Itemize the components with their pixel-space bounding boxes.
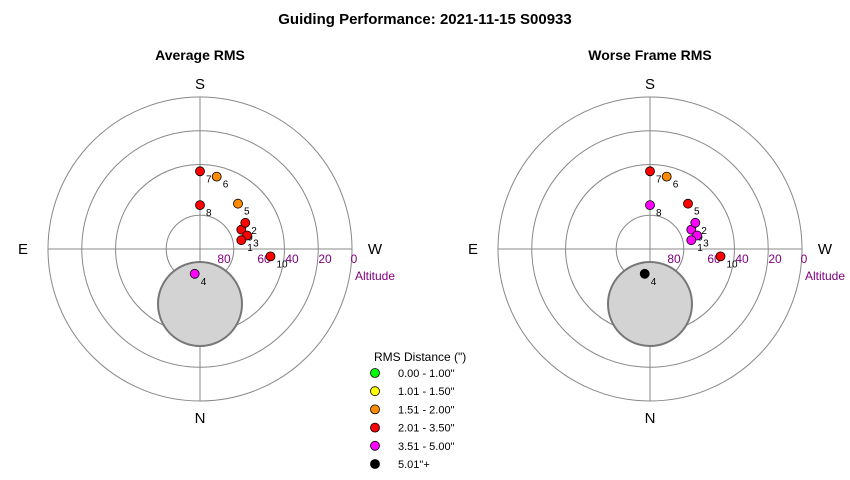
compass-label-right: W [818, 241, 833, 258]
compass-label-top: S [645, 76, 655, 93]
data-point [233, 198, 243, 209]
altitude-tick-label: 20 [768, 252, 782, 266]
altitude-tick-label: 0 [801, 252, 808, 266]
altitude-tick-label: 20 [318, 252, 332, 266]
data-point-label: 4 [201, 277, 207, 288]
legend-title: RMS Distance (") [374, 350, 466, 364]
data-point [240, 217, 251, 228]
legend-swatch [370, 386, 380, 397]
data-point [211, 171, 222, 182]
data-point [715, 251, 726, 262]
legend-item-label: 3.51 - 5.00" [398, 441, 455, 453]
data-point [236, 235, 247, 246]
obstruction-disk [157, 261, 243, 347]
altitude-tick-label: 80 [667, 252, 681, 266]
data-point-label: 6 [673, 180, 679, 191]
data-point [265, 251, 276, 262]
data-point-label: 5 [694, 207, 700, 218]
chart-title: Worse Frame RMS [588, 47, 711, 63]
data-point-label: 8 [206, 208, 212, 219]
compass-label-right: W [368, 241, 383, 258]
figure-title: Guiding Performance: 2021-11-15 S00933 [278, 11, 571, 28]
data-point-label: 1 [697, 243, 703, 254]
legend-item-label: 1.51 - 2.00" [398, 404, 455, 416]
legend-swatch [370, 368, 380, 378]
compass-label-bottom: N [195, 410, 206, 427]
altitude-axis-label: Altitude [805, 269, 845, 283]
polar-chart-1: Average RMSSNEW806040200Altitude45678931… [18, 47, 395, 427]
data-point-label: 10 [727, 259, 739, 270]
legend-swatch [370, 440, 380, 451]
legend-item-label: 0.00 - 1.00" [398, 368, 455, 380]
chart-title: Average RMS [155, 47, 245, 63]
data-point [189, 268, 200, 279]
data-point-label: 4 [651, 277, 657, 288]
data-point [645, 166, 655, 177]
altitude-tick-label: 40 [285, 252, 299, 266]
compass-label-left: E [18, 241, 28, 258]
data-point-label: 7 [656, 174, 662, 185]
data-point-label: 10 [277, 259, 289, 270]
data-point-label: 3 [253, 239, 259, 250]
compass-label-bottom: N [645, 410, 656, 427]
altitude-tick-label: 80 [217, 252, 231, 266]
legend-swatch [370, 422, 380, 433]
data-point-label: 5 [244, 207, 250, 218]
data-point-label: 1 [247, 243, 253, 254]
data-point-label: 7 [206, 174, 212, 185]
data-point-label: 2 [251, 226, 257, 237]
data-point [195, 166, 205, 177]
data-point [645, 200, 655, 211]
data-point [690, 217, 701, 228]
compass-label-left: E [468, 241, 478, 258]
data-point-label: 8 [656, 208, 662, 219]
legend-item-label: 1.01 - 1.50" [398, 386, 455, 398]
altitude-tick-label: 0 [351, 252, 358, 266]
data-point [195, 200, 205, 211]
legend-swatch [370, 404, 380, 415]
compass-label-top: S [195, 76, 205, 93]
data-point-label: 3 [703, 239, 709, 250]
legend-swatch [370, 459, 380, 469]
altitude-tick-label: 40 [735, 252, 749, 266]
data-point [661, 171, 672, 182]
legend-item-label: 2.01 - 3.50" [398, 423, 455, 435]
data-point-label: 6 [223, 180, 229, 191]
legend: RMS Distance (") 0.00 - 1.00" 1.01 - 1.50"… [370, 350, 466, 471]
legend-item-label: 5.01"+ [398, 459, 430, 471]
data-point [683, 198, 693, 209]
obstruction-disk [607, 261, 693, 347]
data-point [686, 235, 697, 246]
data-point [639, 268, 650, 279]
altitude-axis-label: Altitude [355, 269, 395, 283]
data-point-label: 2 [701, 226, 707, 237]
